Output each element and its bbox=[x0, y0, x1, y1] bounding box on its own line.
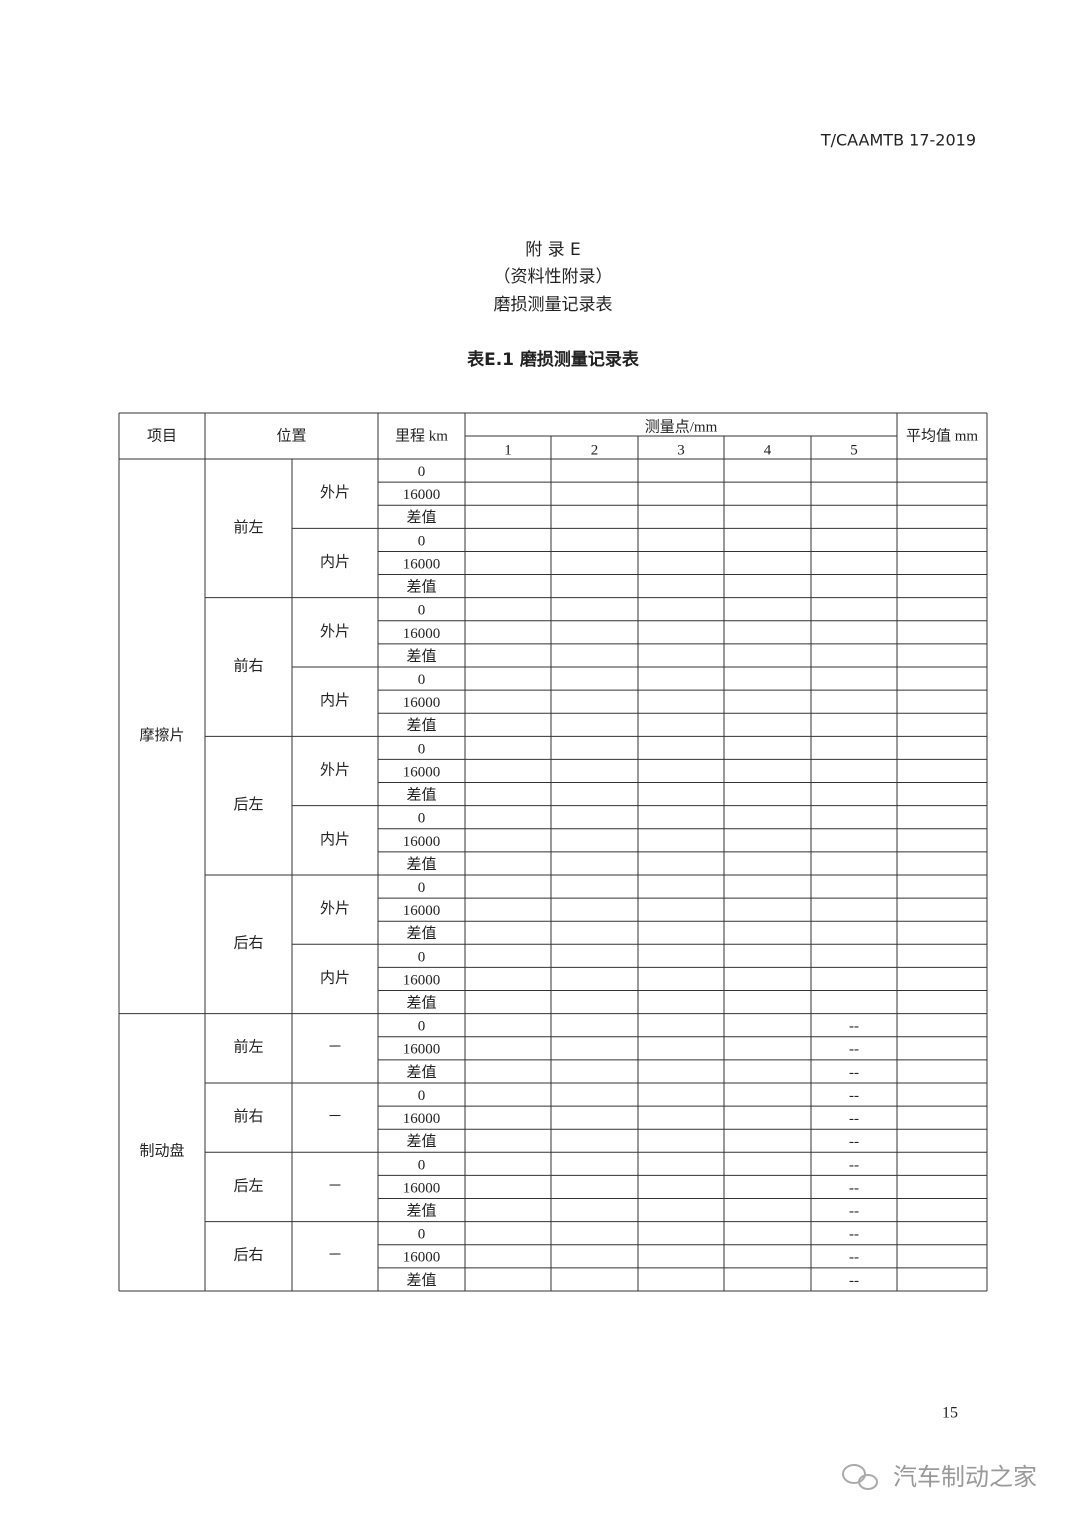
mileage-cell: 差值 bbox=[406, 509, 436, 526]
mileage-cell: 差值 bbox=[406, 925, 436, 942]
mileage-cell: 差值 bbox=[406, 579, 436, 596]
header-cell: 1 bbox=[504, 442, 512, 458]
header-cell: 里程 km bbox=[395, 427, 448, 444]
position-cell: 后左 bbox=[233, 796, 263, 813]
side-cell: 外片 bbox=[320, 623, 350, 640]
mileage-cell: 16000 bbox=[403, 764, 441, 780]
header-cell: 位置 bbox=[276, 427, 306, 444]
mileage-cell: 差值 bbox=[406, 1133, 436, 1150]
mileage-cell: 16000 bbox=[403, 1180, 441, 1196]
mileage-cell: 16000 bbox=[403, 487, 441, 503]
side-cell: － bbox=[327, 1109, 342, 1125]
mileage-cell: 0 bbox=[418, 741, 426, 757]
mileage-cell: 差值 bbox=[406, 1203, 436, 1220]
side-cell: 外片 bbox=[320, 484, 350, 501]
position-cell: 前左 bbox=[233, 1039, 263, 1056]
empty-mark: -- bbox=[849, 1250, 859, 1266]
side-cell: 内片 bbox=[320, 553, 350, 570]
mileage-cell: 16000 bbox=[403, 626, 441, 642]
mileage-cell: 0 bbox=[418, 811, 426, 827]
mileage-cell: 0 bbox=[418, 949, 426, 965]
empty-mark: -- bbox=[849, 1157, 859, 1173]
item-cell: 制动盘 bbox=[139, 1142, 184, 1160]
empty-mark: -- bbox=[849, 1088, 859, 1104]
mileage-cell: 0 bbox=[418, 533, 426, 549]
position-cell: 后右 bbox=[233, 1247, 263, 1264]
side-cell: 外片 bbox=[320, 761, 350, 778]
mileage-cell: 16000 bbox=[403, 972, 441, 988]
side-cell: － bbox=[327, 1248, 342, 1264]
empty-mark: -- bbox=[849, 1134, 859, 1150]
position-cell: 前右 bbox=[233, 657, 263, 674]
standard-code: T/CAAMTB 17-2019 bbox=[820, 131, 976, 150]
mileage-cell: 差值 bbox=[406, 995, 436, 1012]
mileage-cell: 16000 bbox=[403, 834, 441, 850]
mileage-cell: 0 bbox=[418, 1088, 426, 1104]
mileage-cell: 16000 bbox=[403, 903, 441, 919]
appendix-name: 磨损测量记录表 bbox=[494, 295, 613, 315]
mileage-cell: 差值 bbox=[406, 1064, 436, 1081]
mileage-cell: 16000 bbox=[403, 695, 441, 711]
mileage-cell: 差值 bbox=[406, 717, 436, 734]
side-cell: － bbox=[327, 1040, 342, 1056]
empty-mark: -- bbox=[849, 1111, 859, 1127]
appendix-title: 附 录 E bbox=[525, 240, 581, 260]
watermark-icon bbox=[842, 1464, 878, 1490]
mileage-cell: 0 bbox=[418, 464, 426, 480]
empty-mark: -- bbox=[849, 1227, 859, 1243]
empty-mark: -- bbox=[849, 1019, 859, 1035]
mileage-cell: 0 bbox=[418, 603, 426, 619]
position-cell: 后右 bbox=[233, 935, 263, 952]
mileage-cell: 16000 bbox=[403, 1111, 441, 1127]
side-cell: 内片 bbox=[320, 831, 350, 848]
mileage-cell: 0 bbox=[418, 672, 426, 688]
mileage-cell: 16000 bbox=[403, 1250, 441, 1266]
side-cell: － bbox=[327, 1178, 342, 1194]
header-cell: 项目 bbox=[147, 427, 177, 444]
mileage-cell: 差值 bbox=[406, 787, 436, 804]
mileage-cell: 16000 bbox=[403, 1042, 441, 1058]
mileage-cell: 差值 bbox=[406, 1272, 436, 1289]
header-cell: 平均值 mm bbox=[906, 427, 978, 444]
mileage-cell: 0 bbox=[418, 1019, 426, 1035]
appendix-type: （资料性附录） bbox=[494, 267, 613, 287]
empty-mark: -- bbox=[849, 1204, 859, 1220]
header-cell: 测量点/mm bbox=[645, 418, 718, 435]
side-cell: 内片 bbox=[320, 692, 350, 709]
empty-mark: -- bbox=[849, 1180, 859, 1196]
mileage-cell: 0 bbox=[418, 1227, 426, 1243]
watermark: 汽车制动之家 bbox=[893, 1463, 1037, 1491]
table-caption: 表E.1 磨损测量记录表 bbox=[467, 349, 640, 370]
empty-mark: -- bbox=[849, 1273, 859, 1289]
mileage-cell: 0 bbox=[418, 1157, 426, 1173]
position-cell: 前左 bbox=[233, 519, 263, 536]
empty-mark: -- bbox=[849, 1042, 859, 1058]
position-cell: 前右 bbox=[233, 1108, 263, 1125]
mileage-cell: 差值 bbox=[406, 648, 436, 665]
position-cell: 后左 bbox=[233, 1177, 263, 1194]
empty-mark: -- bbox=[849, 1065, 859, 1081]
header-cell: 4 bbox=[764, 442, 772, 458]
item-cell: 摩擦片 bbox=[139, 726, 184, 744]
page-number: 15 bbox=[942, 1405, 958, 1422]
header-cell: 2 bbox=[591, 442, 599, 458]
side-cell: 内片 bbox=[320, 969, 350, 986]
mileage-cell: 差值 bbox=[406, 856, 436, 873]
header-cell: 5 bbox=[850, 442, 858, 458]
mileage-cell: 0 bbox=[418, 880, 426, 896]
side-cell: 外片 bbox=[320, 900, 350, 917]
mileage-cell: 16000 bbox=[403, 556, 441, 572]
header-cell: 3 bbox=[677, 442, 685, 458]
